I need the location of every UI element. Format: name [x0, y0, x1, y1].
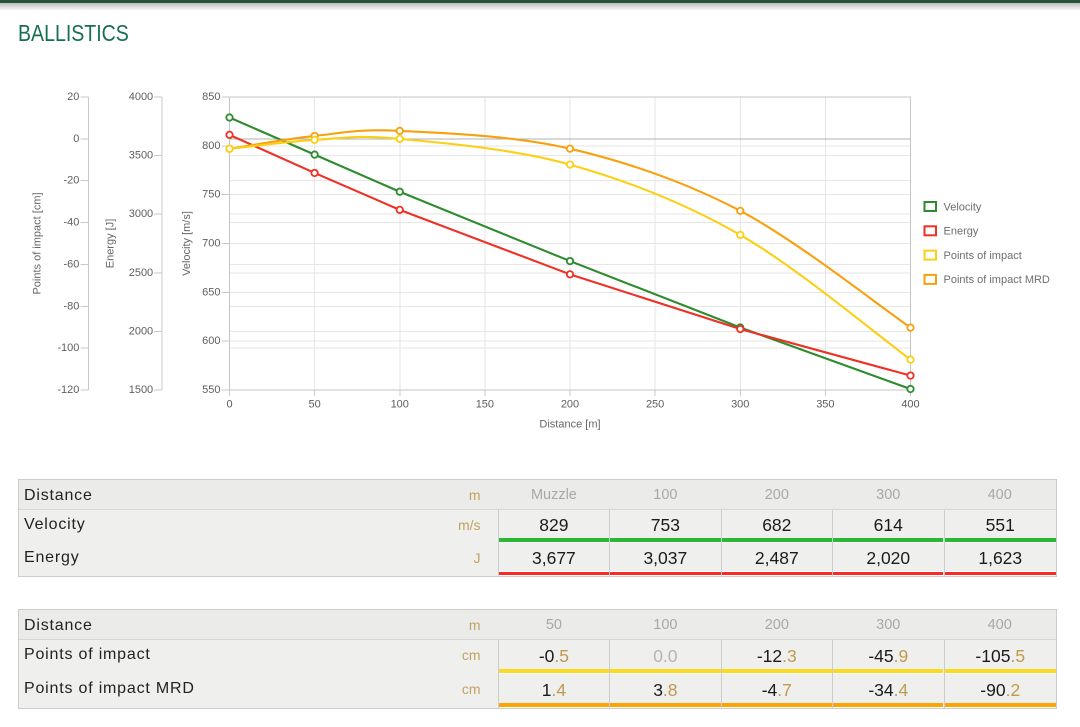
- svg-text:Energy [J]: Energy [J]: [105, 219, 117, 269]
- svg-text:150: 150: [476, 399, 494, 411]
- svg-text:850: 850: [202, 91, 220, 103]
- svg-text:-60: -60: [63, 258, 79, 270]
- svg-text:600: 600: [202, 335, 220, 347]
- svg-text:750: 750: [202, 189, 220, 201]
- svg-text:0: 0: [226, 399, 232, 411]
- svg-text:350: 350: [816, 399, 834, 411]
- svg-text:100: 100: [391, 399, 409, 411]
- svg-text:Points of impact MRD: Points of impact MRD: [944, 274, 1050, 286]
- svg-text:200: 200: [561, 399, 579, 411]
- svg-text:Velocity: Velocity: [944, 201, 982, 213]
- svg-text:1500: 1500: [129, 384, 153, 396]
- svg-text:800: 800: [202, 140, 220, 152]
- svg-text:50: 50: [308, 399, 320, 411]
- svg-text:-20: -20: [63, 175, 79, 187]
- svg-text:0: 0: [73, 133, 79, 145]
- svg-text:2000: 2000: [129, 325, 153, 337]
- svg-text:3500: 3500: [129, 150, 153, 162]
- svg-text:400: 400: [901, 399, 919, 411]
- svg-text:Energy: Energy: [944, 226, 979, 238]
- svg-text:Points of impact: Points of impact: [944, 250, 1022, 262]
- svg-text:Distance [m]: Distance [m]: [539, 419, 600, 431]
- svg-text:-80: -80: [63, 300, 79, 312]
- svg-text:650: 650: [202, 286, 220, 298]
- svg-text:300: 300: [731, 399, 749, 411]
- svg-text:550: 550: [202, 384, 220, 396]
- svg-text:250: 250: [646, 399, 664, 411]
- svg-text:3000: 3000: [129, 208, 153, 220]
- svg-text:700: 700: [202, 238, 220, 250]
- svg-text:-100: -100: [57, 342, 79, 354]
- svg-text:Velocity [m/s]: Velocity [m/s]: [181, 211, 193, 276]
- svg-text:Points of impact [cm]: Points of impact [cm]: [32, 192, 44, 294]
- svg-text:-40: -40: [63, 217, 79, 229]
- svg-text:2500: 2500: [129, 267, 153, 279]
- svg-text:-120: -120: [57, 384, 79, 396]
- svg-text:4000: 4000: [129, 91, 153, 103]
- svg-text:20: 20: [67, 91, 79, 103]
